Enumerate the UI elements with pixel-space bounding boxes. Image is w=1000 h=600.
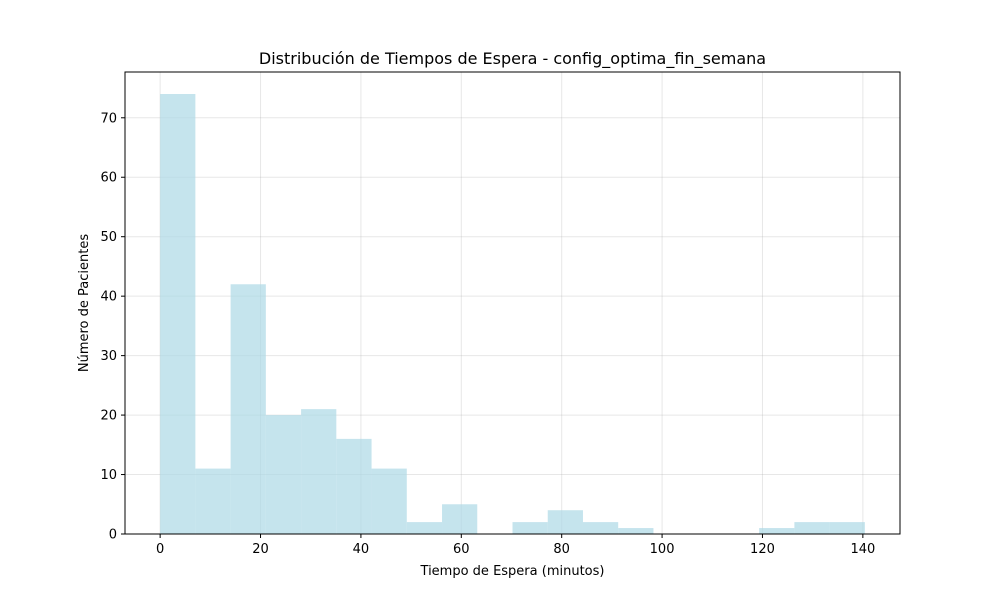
histogram-bar (618, 528, 654, 534)
x-tick-label: 140 (850, 542, 875, 557)
x-tick-label: 0 (156, 542, 164, 557)
histogram-bar (829, 522, 865, 534)
x-tick-label: 20 (252, 542, 269, 557)
y-axis-label: Número de Pacientes (77, 234, 92, 372)
y-tick-label: 70 (100, 111, 117, 126)
histogram-bar (442, 504, 478, 534)
ticks: 0 20 40 60 80 100 120 140 0 10 20 30 40 50 60 70 (100, 111, 875, 557)
x-tick-label: 40 (353, 542, 370, 557)
y-tick-label: 0 (109, 528, 117, 543)
histogram-bar (160, 94, 196, 534)
x-tick-label: 80 (553, 542, 570, 557)
histogram-bar (230, 284, 266, 534)
histogram-bar (759, 528, 795, 534)
histogram-bar (794, 522, 830, 534)
histogram-bar (265, 415, 302, 534)
y-tick-label: 50 (100, 230, 117, 245)
chart-title: Distribución de Tiempos de Espera - conf… (259, 49, 766, 69)
bars (160, 94, 865, 534)
histogram-bar (582, 522, 619, 534)
y-tick-label: 40 (100, 290, 117, 305)
histogram-bar (406, 522, 443, 534)
y-tick-label: 20 (100, 409, 117, 424)
x-tick-label: 60 (453, 542, 470, 557)
plot-area-frame (124, 71, 901, 535)
histogram-bar (371, 468, 407, 534)
x-tick-label: 100 (650, 542, 675, 557)
y-tick-label: 30 (100, 349, 117, 364)
histogram-bar (301, 409, 337, 534)
x-tick-label: 120 (750, 542, 775, 557)
histogram-bar (512, 522, 548, 534)
histogram-bar (195, 468, 231, 534)
histogram-bar (547, 510, 583, 534)
x-axis-label: Tiempo de Espera (minutos) (420, 564, 605, 579)
y-tick-label: 10 (100, 468, 117, 483)
histogram-bar (336, 438, 372, 534)
y-tick-label: 60 (100, 171, 117, 186)
